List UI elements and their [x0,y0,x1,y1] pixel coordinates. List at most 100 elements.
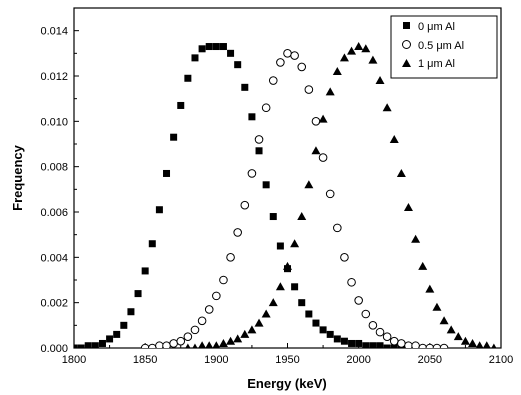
data-point-triangle [268,298,278,307]
data-point-square [348,339,356,347]
data-point-triangle [198,341,206,348]
x-tick-label: 2100 [489,354,513,366]
legend-label-1: 0.5 μm Al [418,40,464,52]
data-point-circle [325,189,335,199]
data-point-circle [254,135,264,144]
data-point-circle [176,336,186,346]
data-point-circle [389,336,399,346]
x-tick-label: 2050 [418,354,442,366]
data-point-circle [432,343,442,348]
data-point-triangle [482,341,491,348]
data-point-triangle [475,341,484,348]
data-point-circle [304,85,314,94]
data-point-square [205,43,213,51]
data-point-circle [375,327,385,337]
series-2 [185,42,497,348]
data-point-square [127,308,135,316]
data-point-circle [354,296,363,305]
data-point-triangle [205,341,214,348]
data-point-circle [297,62,307,72]
data-point-circle [397,339,406,348]
legend-item-2: 1 μm Al [402,58,455,70]
data-point-triangle [283,261,292,270]
data-point-triangle [212,341,221,348]
data-point-circle [311,117,321,126]
data-point-triangle [432,302,442,311]
legend-label-2: 1 μm Al [418,58,455,70]
data-point-square [369,342,377,348]
data-point-square [255,147,263,155]
data-point-square [383,344,391,348]
data-point-circle [290,51,299,60]
data-point-triangle [254,318,264,327]
y-tick-label: 0.012 [40,71,68,83]
data-point-triangle [439,316,449,325]
data-point-square [191,54,199,62]
data-point-circle [233,228,242,237]
data-point-square [291,283,299,291]
data-point-triangle [226,336,236,345]
data-point-circle [147,343,157,348]
data-point-triangle [361,44,371,53]
data-point-triangle [332,66,342,75]
y-tick-label: 0.008 [40,162,68,174]
x-axis-title: Energy (keV) [247,376,326,391]
data-point-triangle [261,309,271,318]
data-point-square [262,181,270,189]
data-point-circle [212,291,221,301]
data-point-square [120,321,128,329]
y-tick-label: 0.010 [40,116,68,128]
data-point-triangle [460,336,470,345]
y-tick-label: 0.006 [40,207,68,219]
legend-marker-filled-square [403,22,410,29]
data-point-square [74,344,78,348]
y-tick-label: 0.014 [40,26,68,38]
data-point-square [390,344,398,348]
data-point-square [170,133,178,141]
data-point-triangle [382,103,392,112]
data-point-square [305,310,313,318]
data-point-triangle [240,329,250,338]
y-tick-label: 0.004 [40,252,68,264]
data-point-circle [283,49,292,58]
data-point-circle [439,343,449,348]
data-point-circle [204,305,214,314]
data-point-triangle [418,261,428,270]
data-point-circle [261,103,271,113]
data-point-square [355,339,363,347]
data-point-triangle [491,343,497,348]
legend-item-1: 0.5 μm Al [402,40,464,52]
data-point-circle [183,332,193,341]
data-point-square [163,169,171,177]
data-point-square [177,101,185,109]
x-tick-label: 2000 [346,354,370,366]
data-point-triangle [425,284,435,293]
data-point-circle [268,76,278,85]
data-point-triangle [185,343,191,348]
data-point-triangle [347,46,357,55]
data-point-triangle [233,334,243,343]
data-point-triangle [368,55,378,64]
data-point-circle [368,321,378,330]
data-point-square [269,213,277,221]
x-tick-label: 1900 [204,354,228,366]
data-point-circle [418,343,428,348]
data-point-triangle [375,76,385,85]
data-point-circle [361,309,371,319]
series-1 [140,49,449,348]
data-point-square [91,342,99,348]
data-point-circle [140,343,150,348]
data-point-square [241,83,249,91]
data-point-circle [247,169,257,178]
data-point-square [227,49,235,57]
data-point-square [148,240,156,248]
data-point-square [340,337,348,345]
legend-marker-filled-triangle [402,59,411,67]
data-point-square [198,45,206,53]
data-point-triangle [297,212,307,221]
data-point-square [298,299,306,307]
y-axis: 0.000 0.002 0.004 0.006 0.008 0.010 0.012 0.014 [40,26,79,355]
data-point-triangle [311,146,321,155]
data-point-triangle [411,234,421,243]
legend-marker-open-circle [402,40,411,49]
